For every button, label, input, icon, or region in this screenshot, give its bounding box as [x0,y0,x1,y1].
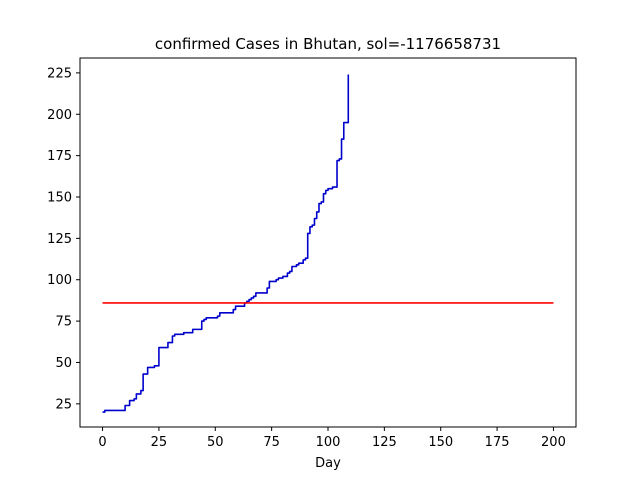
y-tick-label: 100 [47,273,72,288]
confirmed-cases-line [102,74,350,413]
x-axis-label: Day [315,456,341,471]
x-tick-label: 200 [541,435,566,450]
x-tick-label: 125 [372,435,397,450]
x-axis-ticks: 0 25 50 75 100 125 150 175 200 [98,427,566,450]
y-tick-label: 175 [47,149,72,164]
chart-title: confirmed Cases in Bhutan, sol=-11766587… [155,35,501,53]
y-tick-label: 225 [47,66,72,81]
x-tick-label: 0 [98,435,106,450]
x-tick-label: 50 [207,435,224,450]
y-tick-label: 50 [55,356,72,371]
y-tick-label: 200 [47,108,72,123]
x-tick-label: 100 [316,435,341,450]
x-tick-label: 175 [485,435,510,450]
y-tick-label: 75 [55,315,72,330]
y-axis-ticks: 25 50 75 100 125 150 175 200 225 [47,66,80,412]
x-tick-label: 25 [151,435,168,450]
series-layer [102,74,554,413]
x-tick-label: 150 [428,435,453,450]
y-tick-label: 125 [47,232,72,247]
x-tick-label: 75 [263,435,280,450]
y-tick-label: 25 [55,397,72,412]
y-tick-label: 150 [47,190,72,205]
